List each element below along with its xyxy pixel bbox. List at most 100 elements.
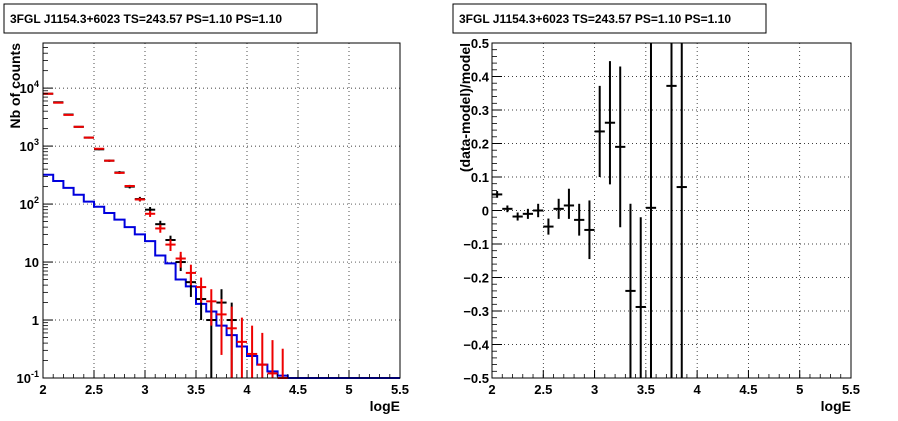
plot-frame-left [42,42,401,379]
model-point [216,299,227,355]
residual-point [645,43,657,378]
y-tick-base: 10 [20,197,34,212]
residual-point [533,203,544,218]
residuals-panel: 2 2.5 3 3.5 4 4.5 5 5.5 −0.5 −0.4 −0.3 −0.2 −0.1 0 0.1… [452,3,860,414]
residual-point [522,208,534,219]
y-tick-label: 104 [20,79,39,96]
model-point [226,306,237,378]
y-tick-exponent: 3 [34,137,39,147]
model-point [236,317,247,378]
model-point [196,277,207,303]
residual-point [574,203,585,236]
y-tick-label: 0.2 [471,137,489,152]
residual-point [604,61,616,185]
x-tick-label: 4.5 [289,382,307,397]
model-point [94,147,105,150]
y-tick-base: 1 [32,313,39,328]
model-point [155,224,166,233]
y-tick-label: 10-1 [17,369,39,386]
residual-point [553,198,564,219]
x-tick-label: 4.5 [739,382,757,397]
y-tick-label: 0.5 [471,36,489,51]
model-point [206,289,217,326]
residual-point [543,218,554,235]
residual-point [666,43,677,378]
y-tick-label: 103 [20,137,39,154]
residual-point [594,85,605,177]
model-point [53,101,64,104]
x-tick-label: 2 [39,382,46,397]
x-tick-label: 3.5 [187,382,205,397]
model-point [83,136,94,139]
y-tick-exponent: 2 [34,195,39,205]
x-axis-label-right: logE [821,398,851,414]
residual-point [563,188,575,219]
y-tick-base: 10 [25,255,39,270]
model-point [134,197,145,202]
y-tick-label: 0.4 [471,70,490,85]
x-tick-label: 3.5 [637,382,655,397]
title-box-right: 3FGL J1154.3+6023 TS=243.57 PS=1.10 PS=1… [452,3,767,34]
x-tick-label: 4 [694,382,702,397]
model-point [124,184,135,187]
y-tick-label: 102 [20,195,39,212]
x-tick-label: 3 [591,382,598,397]
x-tick-label: 2.5 [85,382,103,397]
residual-point [635,217,646,378]
title-box-left: 3FGL J1154.3+6023 TS=243.57 PS=1.10 PS=1… [3,3,318,34]
model-point [257,332,268,378]
y-tick-label: −0.4 [463,338,489,353]
x-tick-label: 5.5 [391,382,409,397]
model-point [247,325,258,378]
model-point [145,210,156,217]
residual-point [584,200,595,260]
y-tick-label: 1 [32,313,39,328]
y-tick-label: −0.1 [463,237,489,252]
residual-point [676,43,687,378]
y-tick-base: 10 [17,371,31,386]
y-tick-label: 0 [482,204,489,219]
x-tick-label: 2.5 [534,382,552,397]
chart-title-left: 3FGL J1154.3+6023 TS=243.57 PS=1.10 PS=1… [10,12,282,26]
marks-right [492,43,687,378]
ticks-right: 2 2.5 3 3.5 4 4.5 5 5.5 −0.5 −0.4 −0.3 −0.2 −0.1 0 0.1… [463,36,860,397]
y-tick-label: −0.3 [463,304,489,319]
y-tick-exponent: 4 [34,79,39,89]
model-point [165,239,176,252]
x-tick-label: 3 [141,382,148,397]
y-tick-label: −0.2 [463,271,489,286]
x-tick-label: 5 [345,382,352,397]
marks-left [43,92,400,379]
y-tick-label: 0.3 [471,103,489,118]
model-point [104,159,115,162]
y-tick-label: −0.5 [463,371,489,386]
residual-point [625,203,636,378]
model-point [73,125,84,128]
x-axis-label-left: logE [370,398,400,414]
y-axis-label-right: (data-model)/model [457,43,473,172]
residual-point [512,212,523,221]
y-tick-base: 10 [20,81,34,96]
model-point [175,251,186,268]
model-point [114,171,125,174]
y-tick-base: 10 [20,139,34,154]
residual-point [492,191,503,198]
model-point [185,264,196,286]
y-axis-label-left: Nb of counts [7,43,23,129]
y-tick-exponent: -1 [31,369,39,379]
x-tick-label: 5.5 [842,382,860,397]
x-tick-label: 2 [488,382,495,397]
x-tick-label: 4 [243,382,251,397]
y-tick-label: 0.1 [471,170,489,185]
x-tick-label: 5 [796,382,803,397]
source-model-step-line [43,173,400,379]
y-tick-label: 10 [25,255,39,270]
chart-title-right: 3FGL J1154.3+6023 TS=243.57 PS=1.10 PS=1… [459,12,731,26]
residual-point [615,66,626,228]
model-point [63,113,74,116]
residual-point [502,205,513,213]
model-point [267,340,278,378]
